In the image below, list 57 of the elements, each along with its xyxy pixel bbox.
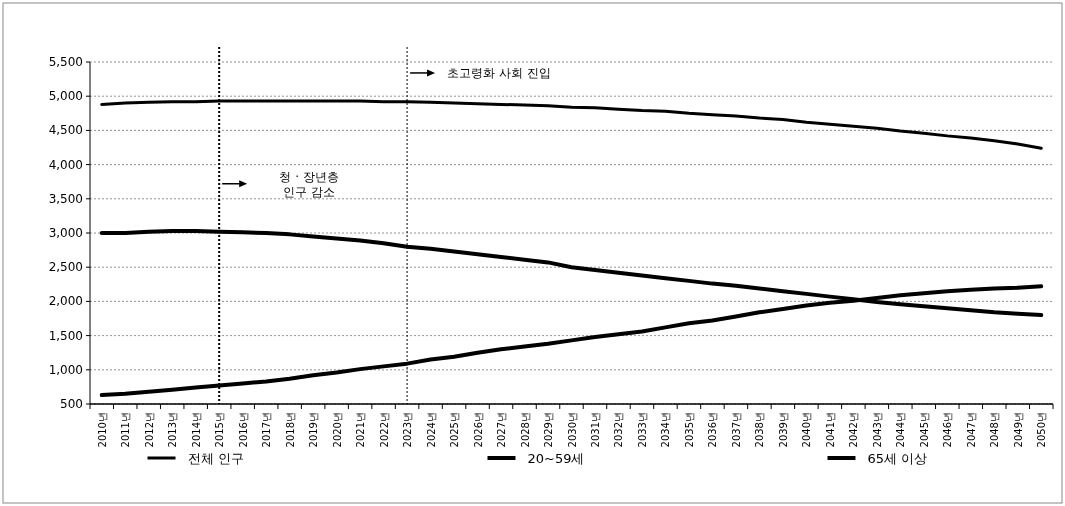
x-tick-label: 2025년 (449, 412, 461, 448)
annotation: 청 · 장년층 인구 감소 (279, 169, 339, 199)
x-tick-label: 2021년 (355, 412, 367, 448)
x-tick-label: 2016년 (237, 412, 249, 448)
x-tick-label: 2032년 (613, 412, 625, 448)
x-tick-label: 2037년 (730, 412, 742, 448)
x-tick-label: 2035년 (683, 412, 695, 448)
y-tick-label: 1,500 (48, 328, 83, 343)
y-tick-label: 4,000 (48, 157, 83, 172)
x-tick-label: 2029년 (543, 412, 555, 448)
x-tick-label: 2028년 (519, 412, 531, 448)
x-tick-label: 2046년 (942, 412, 954, 448)
x-tick-label: 2027년 (496, 412, 508, 448)
x-tick-label: 2040년 (801, 412, 813, 448)
legend-label: 전체 인구 (187, 451, 244, 466)
x-tick-label: 2030년 (566, 412, 578, 448)
x-tick-label: 2023년 (402, 412, 414, 448)
x-tick-label: 2012년 (143, 412, 155, 448)
y-tick-label: 4,500 (48, 123, 83, 138)
x-tick-label: 2033년 (636, 412, 648, 448)
x-tick-label: 2050년 (1036, 412, 1048, 448)
y-tick-label: 2,500 (48, 260, 83, 275)
y-tick-label: 3,000 (48, 226, 83, 240)
y-tick-label: 2,000 (48, 294, 83, 309)
x-tick-label: 2044년 (895, 412, 907, 448)
x-tick-label: 2042년 (848, 412, 860, 448)
y-tick-label: 5,000 (48, 89, 83, 104)
legend-label: 20~59세 (527, 451, 585, 466)
legend-label: 65세 이상 (867, 451, 928, 466)
y-tick-label: 1,000 (48, 362, 83, 377)
x-tick-label: 2024년 (425, 412, 437, 448)
x-tick-label: 2031년 (589, 412, 601, 448)
x-tick-label: 2017년 (261, 412, 273, 448)
y-tick-label: 5,500 (48, 55, 83, 69)
x-tick-label: 2026년 (472, 412, 484, 448)
y-tick-label: 3,500 (48, 191, 83, 206)
x-tick-label: 2011년 (120, 412, 132, 448)
x-tick-label: 2019년 (308, 412, 320, 448)
x-tick-label: 2045년 (918, 412, 930, 448)
x-tick-label: 2036년 (707, 412, 719, 448)
x-tick-label: 2043년 (871, 412, 883, 448)
x-tick-label: 2047년 (965, 412, 977, 448)
x-tick-label: 2049년 (1012, 412, 1024, 448)
x-tick-label: 2039년 (777, 412, 789, 448)
x-tick-label: 2014년 (190, 412, 202, 448)
x-tick-label: 2038년 (754, 412, 766, 448)
x-tick-label: 2041년 (824, 412, 836, 448)
annotation: 초고령화 사회 진입 (447, 65, 551, 80)
x-tick-label: 2034년 (660, 412, 672, 448)
y-tick-label: 500 (60, 397, 83, 411)
x-tick-label: 2022년 (378, 412, 390, 448)
x-tick-label: 2013년 (167, 412, 179, 448)
x-tick-label: 2048년 (989, 412, 1001, 448)
x-tick-label: 2015년 (214, 412, 226, 448)
x-tick-label: 2018년 (284, 412, 296, 448)
x-tick-label: 2020년 (331, 412, 343, 448)
x-tick-label: 2010년 (96, 412, 108, 448)
